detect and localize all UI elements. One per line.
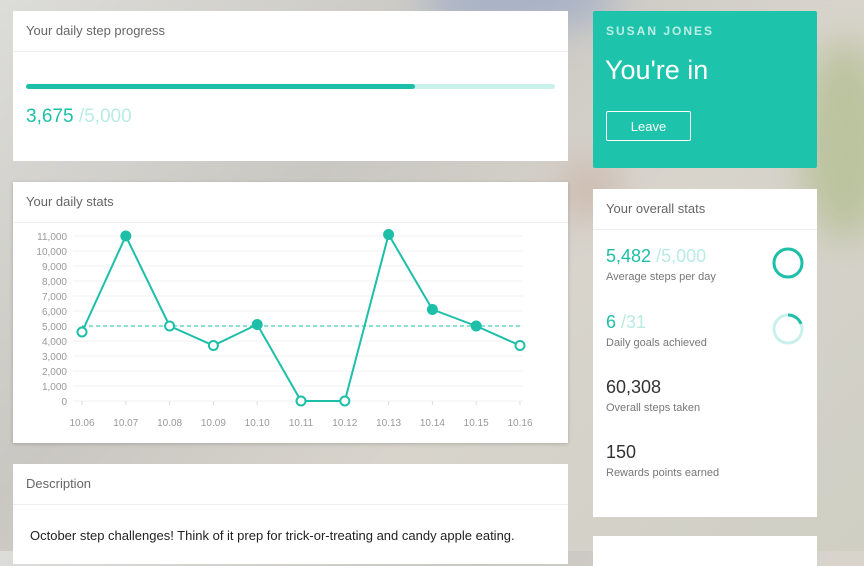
description-text: October step challenges! Think of it pre…	[30, 528, 515, 543]
goals-ring	[772, 313, 804, 345]
x-tick-label: 10.08	[157, 418, 182, 429]
avg-steps-ring	[772, 247, 804, 279]
steps-series-line	[81, 231, 521, 402]
overall-stats-title: Your overall stats	[593, 189, 817, 230]
data-point	[295, 395, 307, 407]
daily-progress-current: 3,675	[26, 106, 74, 127]
y-tick-label: 11,000	[37, 232, 67, 243]
avg-steps-goal: /5,000	[656, 246, 707, 266]
goals-stat: 6 /31 Daily goals achieved	[606, 312, 707, 349]
data-point	[339, 395, 351, 407]
user-status: You're in	[605, 55, 709, 85]
daily-stats-chart: 0 1,000 2,000 3,000 4,000 5,000 6,000 7,000 8,00…	[36, 229, 533, 429]
goals-ring-fill	[772, 313, 804, 345]
data-point	[426, 304, 438, 315]
x-tick-label: 10.11	[289, 418, 314, 429]
rewards-value: 150	[606, 442, 637, 462]
y-tick-label: 10,000	[36, 247, 67, 258]
x-tick-label: 10.09	[201, 418, 226, 429]
rewards-stat: 150 Rewards points earned	[606, 442, 719, 479]
data-point	[470, 320, 482, 332]
daily-progress-title: Your daily step progress	[13, 11, 568, 52]
rewards-label: Rewards points earned	[606, 467, 720, 479]
y-tick-label: 9,000	[42, 262, 67, 273]
x-tick-label: 10.15	[464, 418, 489, 429]
goals-goal: /31	[621, 312, 647, 332]
daily-stats-card: Your daily stats 0 1,000 2,000 3,000 4,000 5,…	[13, 182, 568, 443]
avg-steps-label: Average steps per day	[606, 271, 716, 283]
description-card: Description October step challenges! Thi…	[13, 464, 568, 564]
y-tick-label: 5,000	[42, 322, 67, 333]
total-steps-value: 60,308	[606, 377, 662, 397]
data-point	[514, 340, 526, 351]
y-tick-label: 2,000	[42, 367, 67, 378]
x-tick-label: 10.13	[376, 418, 401, 429]
secondary-card	[593, 536, 817, 566]
y-tick-label: 0	[61, 397, 67, 408]
daily-progress-bar-fill	[26, 84, 415, 89]
data-point	[383, 229, 395, 240]
daily-progress-bar	[26, 84, 555, 89]
daily-progress-card: Your daily step progress 3,675 /5,000	[13, 11, 568, 161]
data-point	[76, 326, 88, 338]
daily-progress-goal: /5,000	[78, 106, 132, 127]
y-tick-label: 8,000	[42, 277, 67, 288]
x-tick-label: 10.14	[420, 418, 445, 429]
total-steps-label: Overall steps taken	[606, 402, 701, 414]
daily-progress-count: 3,675 /5,000	[26, 106, 132, 128]
avg-steps-value: 5,482	[606, 246, 652, 266]
user-name: SUSAN JONES	[606, 24, 715, 38]
x-tick-label: 10.10	[245, 418, 270, 429]
avg-steps-stat: 5,482 /5,000 Average steps per day	[606, 246, 716, 283]
y-tick-label: 7,000	[42, 292, 67, 303]
total-steps-stat: 60,308 Overall steps taken	[606, 377, 700, 414]
x-tick-label: 10.12	[332, 418, 357, 429]
x-tick-label: 10.06	[69, 418, 94, 429]
data-point	[164, 320, 176, 332]
x-tick-label: 10.07	[113, 418, 138, 429]
user-status-card: SUSAN JONES You're in Leave	[593, 11, 817, 168]
y-tick-label: 1,000	[42, 382, 67, 393]
overall-stats-card: Your overall stats 5,482 /5,000 Average …	[593, 189, 817, 517]
x-tick-label: 10.16	[507, 418, 532, 429]
goals-label: Daily goals achieved	[606, 337, 707, 349]
y-tick-label: 3,000	[42, 352, 67, 363]
data-point	[251, 319, 263, 330]
leave-button[interactable]: Leave	[606, 111, 691, 141]
goals-value: 6	[606, 312, 617, 332]
y-tick-label: 4,000	[42, 337, 67, 348]
y-tick-label: 6,000	[42, 307, 67, 318]
data-point	[120, 230, 132, 242]
description-title: Description	[13, 464, 568, 505]
daily-stats-title: Your daily stats	[13, 182, 568, 223]
avg-steps-ring-fill	[772, 247, 804, 279]
data-point	[207, 340, 219, 351]
